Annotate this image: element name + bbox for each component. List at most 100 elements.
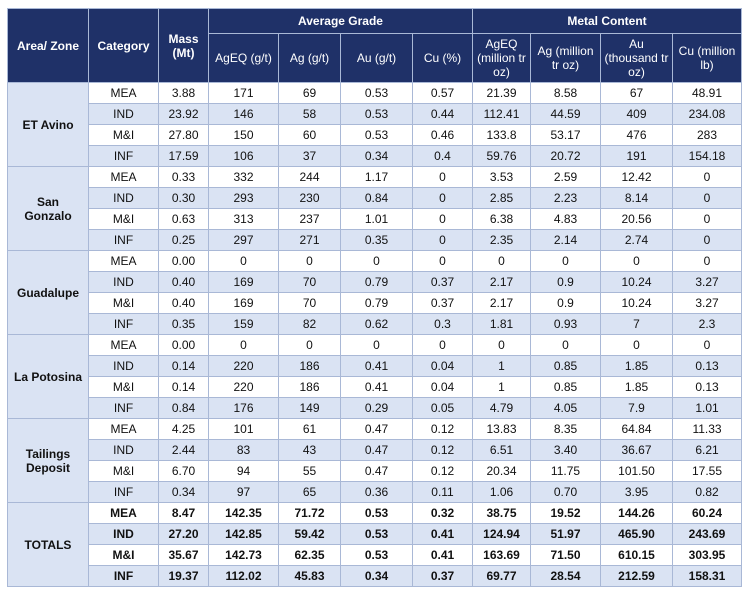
resource-table: Area/ Zone Category Mass (Mt) Average Gr… (7, 8, 743, 587)
value-cell: 8.58 (530, 82, 601, 104)
value-cell: 11.33 (671, 418, 743, 440)
category-cell: MEA (88, 334, 159, 356)
value-cell: 0.32 (412, 502, 473, 524)
header-cell: Au (thousand tr oz) (600, 33, 673, 83)
value-cell: 97 (208, 481, 279, 503)
value-cell: 70 (278, 292, 341, 314)
value-cell: 0.93 (530, 313, 601, 335)
value-cell: 465.90 (600, 523, 673, 545)
value-cell: 297 (208, 229, 279, 251)
value-cell: 0.33 (158, 166, 209, 188)
value-cell: 271 (278, 229, 341, 251)
value-cell: 610.15 (600, 544, 673, 566)
category-cell: IND (88, 523, 159, 545)
value-cell: 2.3 (671, 313, 743, 335)
value-cell: 0 (412, 208, 473, 230)
table-row: M&I 27.80 150 60 0.53 0.46 133.8 53.17 476 283 (8, 124, 743, 146)
value-cell: 0.04 (412, 355, 473, 377)
value-cell: 101.50 (600, 460, 673, 482)
value-cell: 0.05 (412, 397, 473, 419)
value-cell: 237 (278, 208, 341, 230)
table-row: INF 17.59 106 37 0.34 0.4 59.76 20.72 191 154.18 (8, 145, 743, 167)
value-cell: 0.14 (158, 355, 209, 377)
value-cell: 169 (208, 271, 279, 293)
category-cell: MEA (88, 82, 159, 104)
value-cell: 4.79 (472, 397, 531, 419)
value-cell: 4.83 (530, 208, 601, 230)
value-cell: 0 (340, 250, 413, 272)
value-cell: 4.05 (530, 397, 601, 419)
table-body: ET Avino MEA 3.88 171 69 0.53 0.57 21.39 8.58 67 4… (7, 82, 743, 587)
value-cell: 234.08 (671, 103, 743, 125)
value-cell: 0 (671, 166, 743, 188)
value-cell: 0.44 (412, 103, 473, 125)
value-cell: 0.85 (530, 376, 601, 398)
area-cell: TOTALS (7, 502, 89, 587)
value-cell: 8.14 (600, 187, 673, 209)
table-row: TOTALS MEA 8.47 142.35 71.72 0.53 0.32 38.75 19.… (7, 502, 743, 587)
header-cell: Cu (million lb) (671, 33, 743, 83)
header-cell: Ag (g/t) (278, 33, 341, 83)
value-cell: 82 (278, 313, 341, 335)
value-cell: 64.84 (600, 418, 673, 440)
value-cell: 44.59 (530, 103, 601, 125)
value-cell: 0.34 (158, 481, 209, 503)
table-row: M&I 0.14 220 186 0.41 0.04 1 0.85 1.85 0.13 (8, 376, 743, 398)
value-cell: 36.67 (600, 439, 673, 461)
value-cell: 45.83 (278, 565, 341, 587)
value-cell: 0.82 (671, 481, 743, 503)
value-cell: 0.53 (340, 523, 413, 545)
value-cell: 303.95 (671, 544, 743, 566)
value-cell: 7.9 (600, 397, 673, 419)
value-cell: 101 (208, 418, 279, 440)
value-cell: 112.02 (208, 565, 279, 587)
table-row: IND 0.14 220 186 0.41 0.04 1 0.85 1.85 0.13 (8, 355, 743, 377)
value-cell: 142.73 (208, 544, 279, 566)
value-cell: 1.85 (600, 355, 673, 377)
category-cell: MEA (88, 166, 159, 188)
table-row: M&I 0.63 313 237 1.01 0 6.38 4.83 20.56 0 (8, 208, 743, 230)
table-row: ET Avino MEA 3.88 171 69 0.53 0.57 21.39 8.58 67 4… (7, 82, 743, 167)
value-cell: 0 (208, 334, 279, 356)
value-cell: 146 (208, 103, 279, 125)
value-cell: 0.34 (340, 565, 413, 587)
value-cell: 0 (600, 250, 673, 272)
value-cell: 43 (278, 439, 341, 461)
value-cell: 2.23 (530, 187, 601, 209)
value-cell: 0.12 (412, 418, 473, 440)
value-cell: 0 (340, 334, 413, 356)
value-cell: 0 (530, 250, 601, 272)
value-cell: 0.84 (158, 397, 209, 419)
value-cell: 0.11 (412, 481, 473, 503)
value-cell: 0.00 (158, 334, 209, 356)
table-row: INF 0.35 159 82 0.62 0.3 1.81 0.93 7 2.3 (8, 313, 743, 335)
value-cell: 19.37 (158, 565, 209, 587)
area-cell: ET Avino (7, 82, 89, 167)
value-cell: 0 (412, 250, 473, 272)
category-cell: INF (88, 481, 159, 503)
value-cell: 8.47 (158, 502, 209, 524)
table-row: INF 0.34 97 65 0.36 0.11 1.06 0.70 3.95 0.82 (8, 481, 743, 503)
value-cell: 1 (472, 376, 531, 398)
value-cell: 1.81 (472, 313, 531, 335)
value-cell: 67 (600, 82, 673, 104)
category-cell: IND (88, 439, 159, 461)
value-cell: 0.40 (158, 292, 209, 314)
value-cell: 3.27 (671, 292, 743, 314)
value-cell: 0.47 (340, 460, 413, 482)
header-group: Average Grade (208, 8, 473, 34)
value-cell: 0.04 (412, 376, 473, 398)
value-cell: 0.37 (412, 292, 473, 314)
value-cell: 2.14 (530, 229, 601, 251)
table-row: Guadalupe MEA 0.00 0 0 0 0 0 0 0 0 (7, 250, 743, 335)
value-cell: 70 (278, 271, 341, 293)
header-cell: Category (88, 8, 159, 83)
value-cell: 0 (412, 229, 473, 251)
value-cell: 61 (278, 418, 341, 440)
value-cell: 0 (412, 187, 473, 209)
area-cell: San Gonzalo (7, 166, 89, 251)
value-cell: 176 (208, 397, 279, 419)
value-cell: 0.37 (412, 271, 473, 293)
value-cell: 0.47 (340, 418, 413, 440)
